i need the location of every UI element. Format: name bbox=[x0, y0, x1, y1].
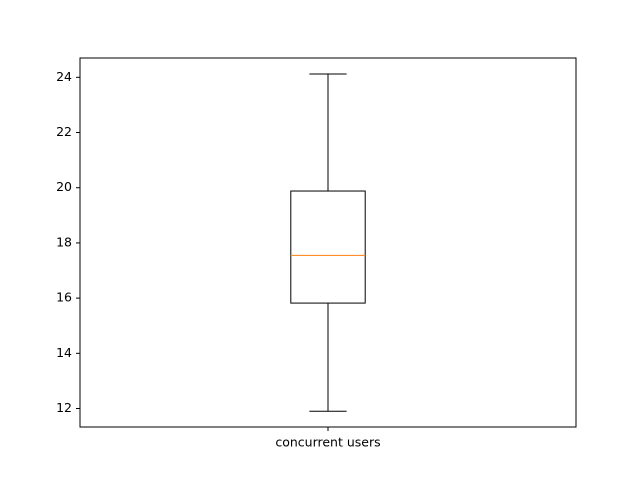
y-tick-label: 20 bbox=[56, 179, 72, 194]
y-axis: 12 14 16 18 20 22 24 bbox=[56, 69, 80, 415]
box-series bbox=[290, 73, 366, 412]
y-tick-label: 22 bbox=[56, 124, 72, 139]
y-tick-label: 12 bbox=[56, 400, 72, 415]
y-tick-label: 14 bbox=[56, 345, 72, 360]
y-tick-label: 24 bbox=[56, 69, 72, 84]
y-tick-label: 16 bbox=[56, 290, 72, 305]
y-tick-label: 18 bbox=[56, 234, 72, 249]
x-axis: concurrent users bbox=[275, 427, 381, 450]
x-category-label: concurrent users bbox=[275, 435, 380, 450]
iqr-box bbox=[290, 190, 366, 304]
